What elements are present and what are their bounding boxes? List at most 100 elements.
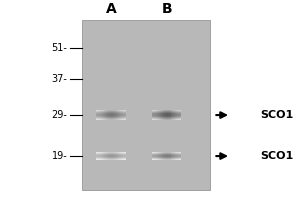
Bar — [164, 110, 165, 120]
Bar — [154, 152, 155, 160]
Bar — [117, 152, 118, 160]
Bar — [177, 152, 178, 160]
Bar — [119, 152, 120, 160]
Bar — [155, 152, 156, 160]
Bar — [97, 113, 126, 114]
Bar — [114, 152, 115, 160]
Bar — [179, 110, 180, 120]
Bar — [165, 152, 166, 160]
Bar — [157, 110, 158, 120]
Bar — [166, 152, 167, 160]
Bar — [97, 119, 126, 120]
Bar — [115, 152, 116, 160]
Bar — [97, 110, 126, 111]
Bar — [122, 152, 123, 160]
Bar — [166, 110, 167, 120]
Bar — [120, 110, 121, 120]
Bar — [125, 152, 126, 160]
Text: B: B — [161, 2, 172, 16]
Bar — [121, 152, 122, 160]
Bar — [111, 152, 112, 160]
Bar — [169, 110, 170, 120]
Bar — [169, 152, 170, 160]
Bar — [152, 118, 181, 119]
Bar — [152, 152, 181, 153]
Bar — [112, 152, 113, 160]
Bar — [152, 115, 181, 116]
Bar — [100, 110, 101, 120]
Bar — [158, 152, 159, 160]
Bar — [123, 152, 124, 160]
Bar — [152, 116, 181, 117]
Bar — [165, 110, 166, 120]
Bar — [152, 112, 181, 113]
Bar — [178, 152, 179, 160]
Bar — [113, 152, 114, 160]
Bar — [116, 152, 117, 160]
Bar — [102, 152, 103, 160]
Bar — [163, 110, 164, 120]
Bar — [97, 154, 126, 155]
Bar — [107, 152, 108, 160]
Bar — [97, 116, 126, 117]
Text: SCO1: SCO1 — [260, 110, 293, 120]
Bar — [169, 152, 170, 160]
Bar — [97, 153, 126, 154]
Text: 19-: 19- — [52, 151, 67, 161]
Bar — [167, 110, 168, 120]
Bar — [97, 117, 126, 118]
Bar — [173, 110, 174, 120]
Bar — [154, 110, 155, 120]
Bar — [97, 157, 126, 158]
Bar — [177, 110, 178, 120]
Text: 51-: 51- — [51, 43, 67, 53]
Bar — [97, 158, 126, 159]
Bar — [152, 157, 181, 158]
Text: A: A — [106, 2, 116, 16]
Bar — [119, 110, 120, 120]
Bar — [120, 152, 121, 160]
Bar — [97, 156, 126, 157]
Bar — [174, 110, 175, 120]
Bar — [152, 119, 181, 120]
Bar — [97, 115, 126, 116]
Bar — [161, 152, 162, 160]
Text: 29-: 29- — [51, 110, 67, 120]
Bar — [102, 110, 103, 120]
Bar — [106, 110, 107, 120]
Bar — [110, 110, 111, 120]
Text: 37-: 37- — [51, 74, 67, 84]
Bar — [105, 110, 106, 120]
Bar — [104, 152, 105, 160]
Bar — [97, 152, 126, 153]
Bar — [172, 110, 173, 120]
Bar — [113, 110, 114, 120]
Bar — [174, 152, 175, 160]
Bar — [163, 152, 164, 160]
Bar — [101, 152, 102, 160]
Bar — [152, 159, 181, 160]
Bar — [170, 152, 172, 160]
Bar — [168, 152, 169, 160]
Bar — [104, 110, 105, 120]
Bar — [169, 110, 170, 120]
Bar — [109, 152, 110, 160]
Bar — [160, 152, 161, 160]
Bar — [97, 155, 126, 156]
Bar — [110, 152, 111, 160]
Bar — [153, 110, 154, 120]
Bar — [153, 152, 154, 160]
Bar — [111, 110, 112, 120]
Bar — [97, 114, 126, 115]
Bar — [103, 152, 104, 160]
Bar — [106, 152, 107, 160]
Bar — [155, 110, 156, 120]
Bar — [97, 112, 126, 113]
Bar — [179, 152, 180, 160]
Bar — [159, 110, 160, 120]
Bar — [98, 152, 99, 160]
Bar — [108, 152, 109, 160]
Bar — [152, 111, 181, 112]
Bar — [180, 152, 181, 160]
Bar — [114, 110, 115, 120]
